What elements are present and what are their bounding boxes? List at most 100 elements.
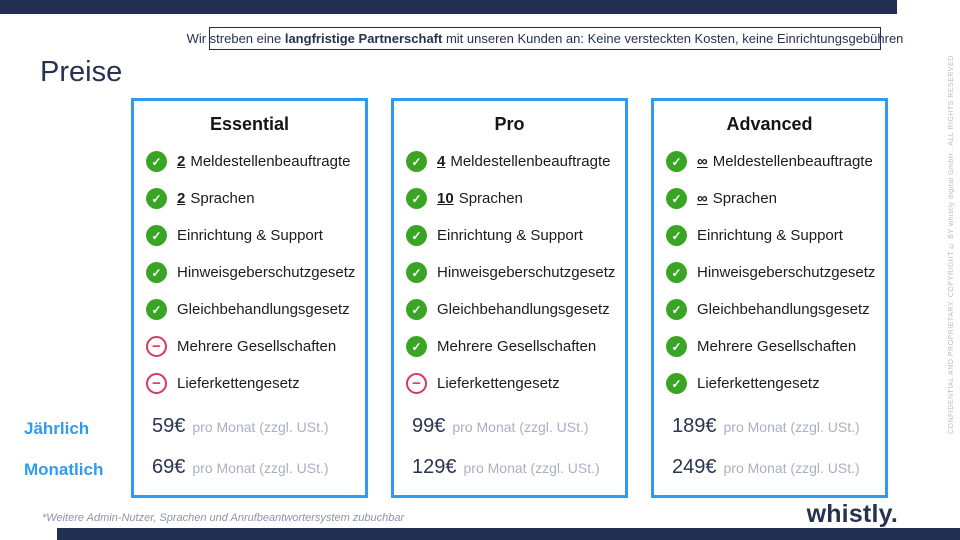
feature-row: ✓ Hinweisgeberschutzgesetz [666,254,881,291]
check-icon: ✓ [406,336,427,357]
feature-label: Mehrere Gesellschaften [437,338,597,355]
feature-label: Einrichtung & Support [437,227,583,244]
price-amount: 249€ [672,456,717,478]
feature-label: Hinweisgeberschutzgesetz [697,264,876,281]
price-yearly: 59€ pro Monat (zzgl. USt.) [152,415,329,438]
feature-row: ✓ Hinweisgeberschutzgesetz [406,254,621,291]
check-icon: ✓ [666,336,687,357]
feature-text: Mehrere Gesellschaften [697,338,856,355]
price-yearly: 99€ pro Monat (zzgl. USt.) [412,415,589,438]
feature-text: Gleichbehandlungsgesetz [437,301,610,318]
check-icon: ✓ [146,188,167,209]
feature-label: Einrichtung & Support [697,227,843,244]
feature-row: − Lieferkettengesetz [406,365,621,402]
feature-label: Sprachen [190,190,255,207]
feature-row: − Lieferkettengesetz [146,365,361,402]
page-title: Preise [40,56,123,88]
feature-row: ✓ Einrichtung & Support [406,217,621,254]
feature-text: Mehrere Gesellschaften [437,338,596,355]
check-icon: ✓ [406,151,427,172]
check-icon: ✓ [406,262,427,283]
feature-row: ✓ ∞ Sprachen [666,180,881,217]
check-icon: ✓ [146,299,167,320]
feature-value: 4 [437,153,446,170]
feature-row: ✓ Gleichbehandlungsgesetz [146,291,361,328]
footnote: *Weitere Admin-Nutzer, Sprachen und Anru… [42,512,405,524]
feature-text: Lieferkettengesetz [177,375,300,392]
feature-label: Gleichbehandlungsgesetz [177,301,350,318]
feature-label: Lieferkettengesetz [437,375,560,392]
whistly-logo: whistly. [806,500,898,528]
feature-label: Einrichtung & Support [177,227,323,244]
check-icon: ✓ [666,151,687,172]
feature-label: Sprachen [458,190,523,207]
feature-value: ∞ [697,190,708,207]
feature-text: Gleichbehandlungsgesetz [177,301,350,318]
feature-text: Einrichtung & Support [437,227,583,244]
feature-list: ✓ 4 Meldestellenbeauftragte ✓ 10 Sprachen … [406,143,621,402]
price-suffix: pro Monat (zzgl. USt.) [723,419,860,435]
feature-text: Einrichtung & Support [697,227,843,244]
price-amount: 129€ [412,456,457,478]
check-icon: ✓ [146,151,167,172]
period-label-yearly: Jährlich [24,419,90,438]
feature-text: ∞ Sprachen [697,190,777,207]
check-icon: ✓ [146,262,167,283]
period-label-monthly: Monatlich [24,460,104,479]
minus-icon: − [406,373,427,394]
check-icon: ✓ [666,373,687,394]
feature-label: Sprachen [712,190,777,207]
price-suffix: pro Monat (zzgl. USt.) [463,460,600,476]
feature-row: ✓ ∞ Meldestellenbeauftragte [666,143,881,180]
copyright-vertical-text: CONFIDENTIAL AND PROPRIETARY. COPYRIGHT … [948,55,955,434]
feature-value: 10 [437,190,454,207]
feature-value: 2 [177,153,186,170]
check-icon: ✓ [666,188,687,209]
check-icon: ✓ [406,299,427,320]
feature-row: ✓ Lieferkettengesetz [666,365,881,402]
price-suffix: pro Monat (zzgl. USt.) [192,460,329,476]
feature-text: Lieferkettengesetz [697,375,820,392]
feature-text: Einrichtung & Support [177,227,323,244]
feature-label: Gleichbehandlungsgesetz [697,301,870,318]
feature-row: ✓ Mehrere Gesellschaften [406,328,621,365]
feature-text: Gleichbehandlungsgesetz [697,301,870,318]
minus-icon: − [146,373,167,394]
feature-row: ✓ Gleichbehandlungsgesetz [666,291,881,328]
banner-text-post: mit unseren Kunden an: Keine versteckten… [442,31,904,46]
feature-row: ✓ 2 Sprachen [146,180,361,217]
feature-row: ✓ Mehrere Gesellschaften [666,328,881,365]
pricing-card-advanced: Advanced ✓ ∞ Meldestellenbeauftragte ✓ ∞ S… [651,98,888,498]
feature-text: 2 Sprachen [177,190,255,207]
price-amount: 69€ [152,456,186,478]
card-title: Essential [209,114,290,134]
check-icon: ✓ [666,262,687,283]
feature-value: 2 [177,190,186,207]
feature-list: ✓ 2 Meldestellenbeauftragte ✓ 2 Sprachen ✓… [146,143,361,402]
feature-text: Lieferkettengesetz [437,375,560,392]
feature-text: 2 Meldestellenbeauftragte [177,153,350,170]
feature-row: ✓ Einrichtung & Support [146,217,361,254]
feature-row: ✓ 2 Meldestellenbeauftragte [146,143,361,180]
bottom-accent-bar [57,528,960,540]
check-icon: ✓ [666,299,687,320]
price-yearly: 189€ pro Monat (zzgl. USt.) [672,415,860,438]
feature-row: ✓ Einrichtung & Support [666,217,881,254]
feature-text: Mehrere Gesellschaften [177,338,336,355]
price-suffix: pro Monat (zzgl. USt.) [192,419,329,435]
feature-label: Gleichbehandlungsgesetz [437,301,610,318]
price-amount: 189€ [672,415,717,437]
pricing-card-essential: Essential ✓ 2 Meldestellenbeauftragte ✓ 2… [131,98,368,498]
price-monthly: 249€ pro Monat (zzgl. USt.) [672,456,860,479]
feature-text: 4 Meldestellenbeauftragte [437,153,610,170]
banner-text-pre: Wir streben eine [186,31,285,46]
feature-row: ✓ Gleichbehandlungsgesetz [406,291,621,328]
feature-label: Meldestellenbeauftragte [190,153,351,170]
banner-text-bold: langfristige Partnerschaft [284,31,443,46]
feature-label: Mehrere Gesellschaften [697,338,857,355]
feature-text: Hinweisgeberschutzgesetz [437,264,615,281]
feature-label: Hinweisgeberschutzgesetz [177,264,356,281]
check-icon: ✓ [146,225,167,246]
feature-text: ∞ Meldestellenbeauftragte [697,153,873,170]
feature-row: − Mehrere Gesellschaften [146,328,361,365]
